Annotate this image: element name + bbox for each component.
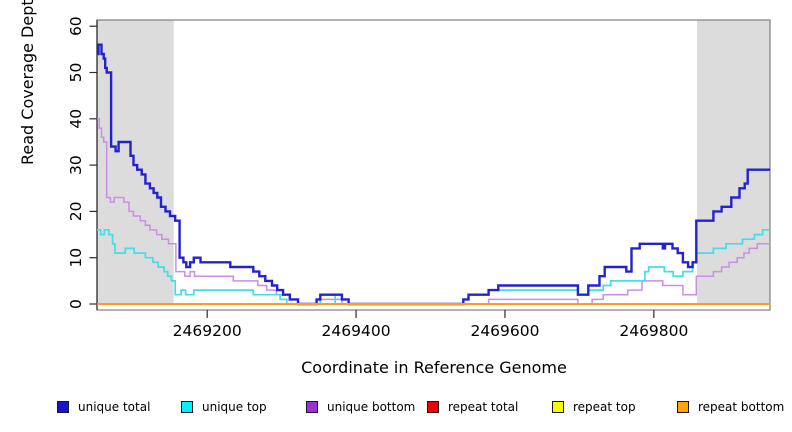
legend-swatch-unique-total: [57, 401, 69, 413]
x-tick-label: 2469600: [470, 322, 539, 340]
legend-item-unique-bottom: unique bottom: [306, 397, 415, 417]
x-tick-label: 2469200: [173, 322, 242, 340]
legend-item-repeat-bottom: repeat bottom: [677, 397, 784, 417]
legend-label: unique bottom: [327, 400, 416, 414]
series-line-unique-bottom: [97, 118, 770, 305]
legend-swatch-repeat-bottom: [677, 401, 689, 413]
plot-box: [96, 19, 771, 311]
y-tick-label: 30: [67, 155, 85, 175]
legend-swatch-repeat-top: [552, 401, 564, 413]
y-tick-label: 40: [67, 109, 85, 129]
legend-label: repeat bottom: [698, 400, 785, 414]
series-line-unique-top: [97, 229, 770, 305]
y-tick-label: 50: [67, 63, 85, 83]
legend-item-unique-total: unique total: [57, 397, 150, 417]
masked-region-left: [97, 20, 174, 303]
series-line-unique-total: [97, 43, 770, 306]
y-tick-label: 10: [67, 248, 85, 268]
coverage-plot: 0 10 20 30 40 50 60 2469200 2469400 2469600 246980…: [67, 16, 771, 340]
legend-swatch-repeat-total: [427, 401, 439, 413]
legend-swatch-unique-bottom: [306, 401, 318, 413]
legend-swatch-unique-top: [181, 401, 193, 413]
y-tick-label: 20: [67, 202, 85, 222]
legend-label: repeat top: [573, 400, 636, 414]
legend-item-repeat-top: repeat top: [552, 397, 636, 417]
masked-region-right: [697, 20, 770, 303]
legend-label: unique total: [78, 400, 151, 414]
legend-item-unique-top: unique top: [181, 397, 267, 417]
x-tick-label: 2469800: [619, 322, 688, 340]
y-tick-label: 60: [67, 16, 85, 36]
legend-label: unique top: [202, 400, 267, 414]
x-axis-title: Coordinate in Reference Genome: [301, 358, 567, 377]
legend-label: repeat total: [448, 400, 519, 414]
x-tick-label: 2469400: [322, 322, 391, 340]
y-tick-label: 0: [67, 299, 85, 309]
legend: unique total unique top unique bottom repea…: [0, 397, 792, 419]
legend-item-repeat-total: repeat total: [427, 397, 518, 417]
